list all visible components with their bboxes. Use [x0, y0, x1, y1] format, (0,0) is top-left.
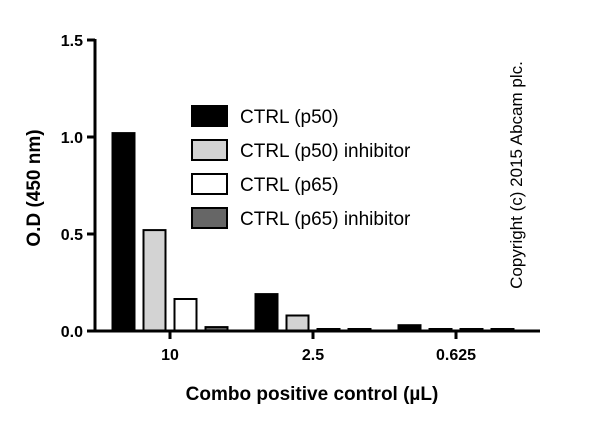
legend-label-2: CTRL (p65)	[240, 175, 339, 196]
legend-label-3: CTRL (p65) inhibitor	[240, 209, 411, 230]
bar-series-1-category-1	[285, 314, 310, 332]
y-tick-label-3: 1.5	[61, 33, 83, 50]
bar-series-2-category-0	[173, 298, 198, 332]
x-axis-title: Combo positive control (µL)	[186, 384, 439, 405]
bar-series-0-category-0	[111, 132, 136, 332]
y-axis-title: O.D (450 nm)	[24, 129, 45, 246]
bars-layer	[111, 132, 515, 333]
y-tick-label-0: 0.0	[61, 324, 83, 341]
legend-swatch-3	[191, 207, 228, 229]
y-tick-label-1: 0.5	[61, 227, 83, 244]
copyright-annotation: Copyright (c) 2015 Abcam plc.	[507, 61, 526, 289]
legend-swatch-2	[191, 173, 228, 195]
legend-swatch-0	[191, 105, 228, 127]
bar-series-1-category-0	[142, 229, 167, 333]
bar-series-0-category-1	[254, 293, 279, 333]
x-tick-label-0: 10	[161, 347, 179, 364]
legend-swatch-1	[191, 139, 228, 161]
y-tick-label-2: 1.0	[61, 130, 83, 147]
legend-label-0: CTRL (p50)	[240, 107, 339, 128]
legend: CTRL (p50) CTRL (p50) inhibitor CTRL (p65)…	[191, 105, 411, 230]
axes-layer: 0.0 0.5 1.0 1.5 10 2.5 0.625	[61, 33, 540, 364]
legend-label-1: CTRL (p50) inhibitor	[240, 141, 411, 162]
x-tick-label-2: 0.625	[436, 347, 476, 364]
x-tick-label-1: 2.5	[302, 347, 324, 364]
